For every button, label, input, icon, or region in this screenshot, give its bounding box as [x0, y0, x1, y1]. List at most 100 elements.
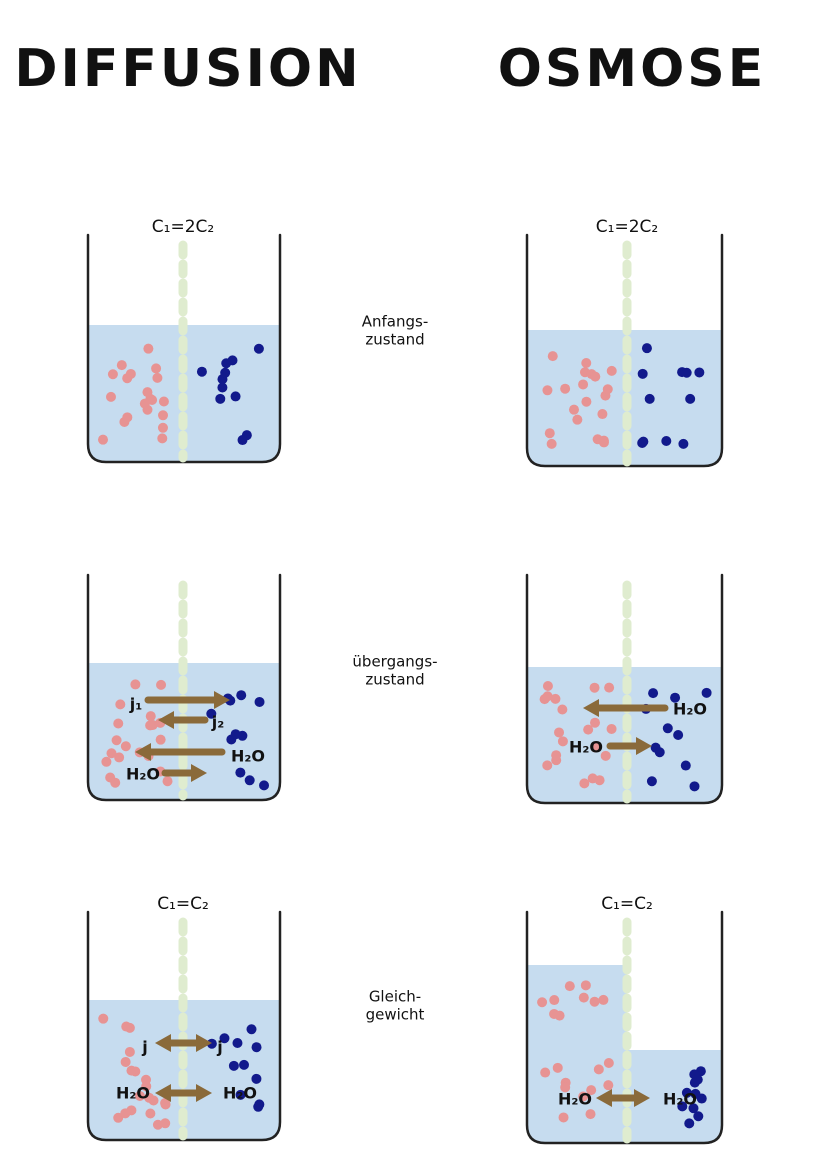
- stage-label: zustand: [365, 671, 424, 689]
- solute-dot: [134, 1090, 145, 1101]
- solute-dot: [227, 355, 238, 366]
- solute-dot: [151, 363, 162, 374]
- solute-dot: [564, 981, 575, 992]
- solute-dot: [206, 1038, 217, 1049]
- solute-dot: [572, 414, 583, 425]
- solute-dot: [162, 776, 173, 787]
- solute-dot: [568, 404, 579, 415]
- solute-dot: [549, 995, 560, 1006]
- solute-dot: [546, 438, 557, 449]
- solute-dot: [160, 1097, 171, 1108]
- arrow-label: H₂O: [663, 1090, 697, 1109]
- solute-dot: [158, 396, 169, 407]
- solute-dot: [677, 1101, 688, 1112]
- solute-dot: [157, 433, 168, 444]
- arrow-head: [196, 1084, 212, 1102]
- solute-dot: [130, 679, 141, 690]
- solute-dot: [121, 1021, 132, 1032]
- solute-dot: [228, 1060, 239, 1071]
- water-left: [527, 965, 627, 1143]
- stage-label: gewicht: [366, 1006, 425, 1024]
- solute-dot: [560, 383, 571, 394]
- beaker: [525, 573, 724, 805]
- solute-dot: [220, 367, 231, 378]
- arrow-head: [155, 1034, 171, 1052]
- solute-dot: [124, 1046, 135, 1057]
- solute-dot: [670, 692, 681, 703]
- solute-dot: [689, 781, 700, 792]
- water-right: [183, 325, 280, 462]
- solute-dot: [590, 371, 601, 382]
- solute-dot: [580, 980, 591, 991]
- solute-dot: [230, 391, 241, 402]
- solute-dot: [537, 997, 548, 1008]
- beaker: [525, 233, 724, 468]
- solute-dot: [120, 1056, 131, 1067]
- solute-dot: [557, 736, 568, 747]
- solute-dot: [693, 1111, 704, 1122]
- solute-dot: [701, 687, 712, 698]
- concentration-label: C₁=C₂: [601, 894, 653, 914]
- solute-dot: [105, 391, 116, 402]
- solute-dot: [145, 1108, 156, 1119]
- solute-dot: [554, 1010, 565, 1021]
- solute-dot: [557, 704, 568, 715]
- solute-dot: [578, 992, 589, 1003]
- concentration-label: C₁=2C₂: [596, 217, 658, 237]
- water-left: [527, 330, 627, 466]
- solute-dot: [237, 435, 248, 446]
- arrow-head: [583, 699, 599, 717]
- solute-dot: [593, 1064, 604, 1075]
- arrow-label: H₂O: [126, 765, 160, 784]
- solute-dot: [98, 434, 109, 445]
- solute-dot: [598, 437, 609, 448]
- solute-dot: [152, 372, 163, 383]
- arrow-head: [158, 711, 174, 729]
- solute-dot: [661, 436, 672, 447]
- arrow-head: [596, 1089, 612, 1107]
- stage-label: Anfangs-: [362, 313, 429, 331]
- solute-dot: [641, 343, 652, 354]
- arrow-head: [214, 691, 230, 709]
- solute-dot: [236, 690, 247, 701]
- solute-dot: [113, 718, 124, 729]
- solute-dot: [239, 1059, 250, 1070]
- solute-dot: [141, 1081, 152, 1092]
- solute-dot: [219, 1033, 230, 1044]
- solute-dot: [196, 366, 207, 377]
- solute-dot: [586, 1085, 597, 1096]
- solute-dot: [259, 780, 270, 791]
- solute-dot: [157, 422, 168, 433]
- arrow-label: H₂O: [673, 700, 707, 719]
- solute-dot: [542, 385, 553, 396]
- solute-dot: [579, 778, 590, 789]
- solute-dot: [235, 1089, 246, 1100]
- solute-dot: [554, 727, 565, 738]
- solute-dot: [235, 767, 246, 778]
- solute-dot: [251, 1073, 262, 1084]
- arrow-label: H₂O: [558, 1090, 592, 1109]
- solute-dot: [637, 368, 648, 379]
- solute-dot: [120, 741, 131, 752]
- solute-dot: [646, 776, 657, 787]
- stage-label: zustand: [365, 331, 424, 349]
- arrow-head: [196, 1034, 212, 1052]
- solute-dot: [540, 1067, 551, 1078]
- solute-dot: [550, 693, 561, 704]
- solute-dot: [560, 1082, 571, 1093]
- header: OSMOSE: [498, 39, 767, 99]
- solute-dot: [145, 711, 156, 722]
- solute-dot: [244, 775, 255, 786]
- solute-dot: [120, 1108, 131, 1119]
- arrow-label: H₂O: [223, 1084, 257, 1103]
- solute-dot: [673, 729, 684, 740]
- solute-dot: [644, 393, 655, 404]
- solute-dot: [680, 760, 691, 771]
- solute-dot: [155, 734, 166, 745]
- solute-dot: [101, 756, 112, 767]
- solute-dot: [126, 1065, 137, 1076]
- solute-dot: [107, 369, 118, 380]
- header: DIFFUSION: [14, 39, 361, 99]
- solute-dot: [142, 387, 153, 398]
- solute-dot: [600, 750, 611, 761]
